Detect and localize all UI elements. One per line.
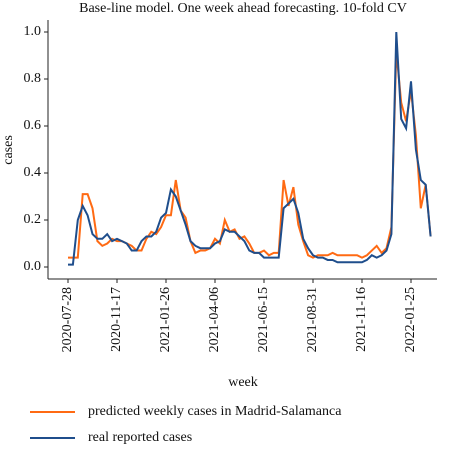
x-tick-label: 2020-11-17 [109,287,124,352]
y-axis-label: cases [1,135,16,165]
legend-label: real reported cases [88,430,192,445]
y-tick-label: 1.0 [24,24,42,39]
x-tick-label: 2021-06-15 [256,287,271,352]
legend-label: predicted weekly cases in Madrid-Salaman… [88,404,342,419]
x-axis-label: week [228,375,258,390]
x-tick-label: 2021-11-16 [354,287,369,352]
y-tick-label: 0.4 [24,165,42,180]
x-tick-label: 2020-07-28 [60,287,75,352]
y-tick-label: 0.6 [24,118,42,133]
series-line [68,50,432,259]
y-tick-label: 0.2 [24,212,42,227]
y-tick-label: 0.8 [24,71,42,86]
x-tick-label: 2021-04-06 [207,287,222,352]
y-tick-label: 0.0 [24,259,42,274]
x-tick-label: 2021-01-26 [158,287,173,352]
chart-title: Base-line model. One week ahead forecast… [79,1,407,16]
x-tick-label: 2022-01-25 [403,287,418,352]
series-line [68,31,432,266]
x-tick-label: 2021-08-31 [305,287,320,352]
